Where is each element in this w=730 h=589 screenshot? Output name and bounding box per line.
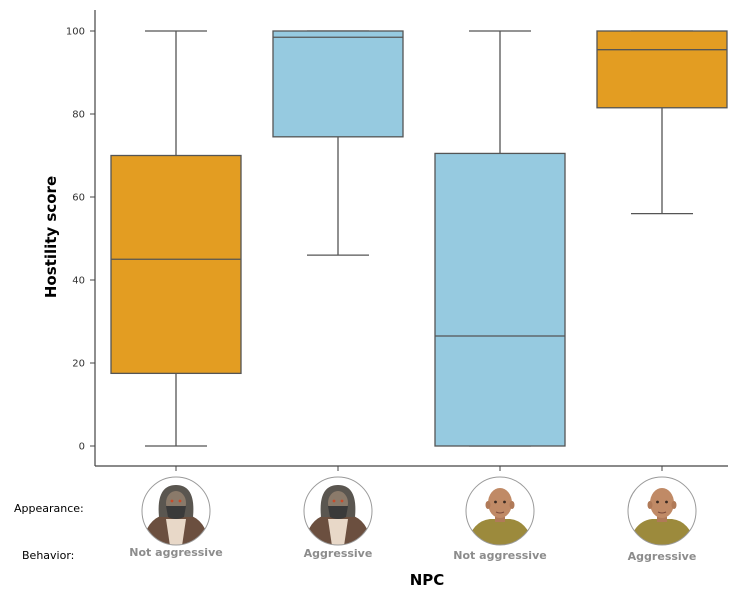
box (272, 30, 404, 138)
eye (332, 499, 336, 503)
portrait-border (465, 476, 535, 546)
eye (656, 500, 659, 504)
head (650, 488, 674, 518)
plot-area: Not aggressive Aggressive Not aggressive Ag… (110, 30, 728, 563)
mouth (657, 511, 667, 514)
portrait-inner (466, 477, 534, 545)
portrait-border (141, 476, 211, 546)
y-tick-label: 100 (66, 27, 85, 38)
appearance-row-label: Appearance: (14, 502, 84, 515)
shirt (466, 519, 534, 545)
box-group (272, 30, 404, 256)
ear (485, 501, 491, 509)
y-tick-label: 0 (79, 442, 85, 453)
ear (509, 501, 515, 509)
axes: 0 20 40 60 80 100 (66, 10, 728, 471)
x-axis-title: NPC (410, 571, 445, 589)
box-group (434, 30, 566, 447)
tunic (328, 519, 348, 545)
eye (494, 500, 497, 504)
portrait-inner (628, 477, 696, 545)
shirt (628, 519, 696, 545)
bald-character-portrait (627, 476, 697, 546)
box (434, 152, 566, 447)
masked-character-portrait (303, 476, 373, 546)
masked-character-portrait (141, 476, 211, 546)
tunic (166, 519, 186, 545)
y-tick-label: 20 (72, 359, 85, 370)
bald-character-portrait (465, 476, 535, 546)
eye (665, 500, 668, 504)
y-tick-label: 40 (72, 276, 85, 287)
eye (503, 500, 506, 504)
portrait-inner (304, 477, 372, 545)
behavior-row-label: Behavior: (22, 549, 74, 562)
behavior-label: Not aggressive (453, 549, 546, 562)
mouth (495, 511, 505, 514)
behavior-label: Aggressive (304, 547, 373, 560)
y-axis-title: Hostility score (42, 176, 60, 298)
portrait-border (303, 476, 373, 546)
portrait-border (627, 476, 697, 546)
behavior-label: Aggressive (628, 550, 697, 563)
ear (671, 501, 677, 509)
mask (328, 506, 348, 519)
y-tick-label: 80 (72, 110, 85, 121)
eye (170, 499, 174, 503)
box-group (110, 30, 242, 447)
eye (178, 499, 182, 503)
ear (647, 501, 653, 509)
box (596, 30, 728, 109)
portrait-inner (142, 477, 210, 545)
box (110, 154, 242, 375)
box-group (596, 30, 728, 215)
npc-portraits (141, 476, 697, 546)
behavior-label: Not aggressive (129, 546, 222, 559)
eye (340, 499, 344, 503)
mask (166, 506, 186, 519)
head (488, 488, 512, 518)
y-tick-label: 60 (72, 193, 85, 204)
